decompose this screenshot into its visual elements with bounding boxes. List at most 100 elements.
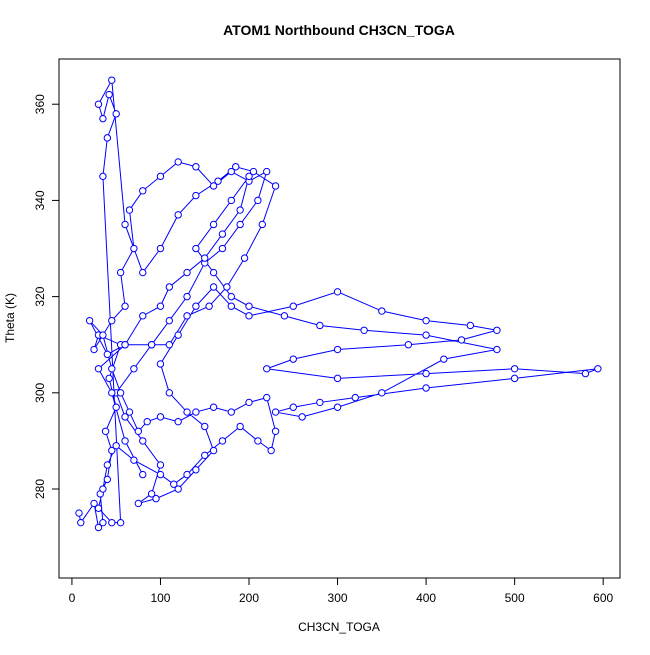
- data-point: [258, 220, 266, 229]
- data-point: [134, 499, 143, 508]
- data-point: [130, 244, 138, 253]
- data-point: [192, 408, 200, 416]
- data-point: [94, 100, 103, 108]
- data-point: [99, 331, 107, 339]
- data-point: [139, 268, 147, 277]
- data-point: [254, 196, 262, 205]
- data-point: [103, 461, 112, 469]
- data-point: [209, 220, 218, 229]
- data-point: [223, 283, 231, 291]
- data-point: [209, 268, 218, 277]
- data-point: [183, 268, 191, 277]
- data-point: [249, 167, 258, 176]
- data-point: [316, 321, 324, 330]
- data-point: [75, 509, 83, 517]
- data-point: [139, 437, 147, 445]
- data-point: [105, 374, 113, 383]
- data-point: [174, 485, 182, 493]
- data-point: [108, 389, 116, 397]
- data-point: [263, 365, 271, 373]
- data-point: [333, 374, 342, 383]
- data-point: [147, 341, 156, 349]
- data-point: [333, 345, 342, 354]
- data-point: [493, 345, 501, 354]
- data-point: [121, 341, 129, 349]
- data-point: [271, 182, 280, 190]
- data-point: [333, 403, 342, 411]
- data-point: [236, 422, 244, 431]
- data-point: [134, 427, 143, 435]
- data-point: [232, 163, 240, 171]
- data-point: [218, 437, 227, 445]
- data-point: [139, 312, 147, 320]
- data-point: [108, 446, 116, 455]
- data-point: [108, 76, 116, 84]
- data-point: [121, 413, 129, 421]
- data-point: [121, 302, 129, 310]
- data-point: [289, 302, 297, 310]
- data-point: [466, 321, 475, 330]
- data-point: [183, 312, 191, 320]
- data-point: [218, 230, 227, 238]
- data-point: [77, 518, 85, 527]
- data-point: [108, 365, 116, 373]
- data-point: [298, 413, 306, 421]
- data-point: [333, 288, 342, 296]
- data-point: [422, 331, 430, 339]
- data-point: [351, 393, 359, 402]
- data-point: [236, 220, 244, 229]
- data-point: [99, 172, 107, 181]
- data-point: [271, 427, 280, 435]
- data-point: [165, 316, 174, 325]
- data-point: [165, 341, 174, 349]
- data-point: [121, 437, 129, 445]
- plot-frame: [58, 58, 621, 579]
- data-point: [174, 211, 182, 219]
- data-point: [209, 182, 218, 190]
- data-point: [440, 355, 448, 363]
- data-point: [90, 499, 98, 508]
- x-tick-label: 300: [328, 591, 348, 605]
- data-point: [201, 422, 209, 431]
- y-axis-label: Theta (K): [3, 293, 17, 343]
- data-point: [457, 336, 466, 344]
- data-point: [209, 283, 218, 291]
- data-point: [116, 389, 125, 397]
- data-point: [245, 398, 253, 407]
- data-point: [289, 403, 297, 411]
- data-point: [125, 206, 134, 214]
- x-tick-label: 600: [593, 591, 613, 605]
- data-point: [101, 427, 110, 435]
- data-point: [170, 480, 178, 488]
- data-point: [112, 442, 120, 450]
- data-point: [174, 417, 182, 426]
- data-point: [263, 393, 271, 402]
- y-tick-label: 360: [33, 94, 47, 114]
- data-point: [174, 331, 182, 339]
- data-point: [236, 206, 244, 214]
- data-point: [209, 403, 218, 411]
- data-point: [422, 369, 430, 378]
- data-point: [510, 365, 519, 373]
- y-tick-label: 300: [33, 382, 47, 402]
- data-point: [94, 523, 103, 532]
- x-tick-label: 500: [505, 591, 525, 605]
- x-axis-label: CH3CN_TOGA: [298, 620, 380, 634]
- data-point: [201, 451, 209, 460]
- data-point: [218, 244, 227, 253]
- data-point: [183, 470, 191, 479]
- data-point: [183, 408, 191, 416]
- data-point: [116, 518, 125, 527]
- data-point: [245, 172, 253, 181]
- data-point: [152, 494, 160, 503]
- data-point: [227, 408, 236, 416]
- data-point: [103, 350, 112, 359]
- data-point: [422, 316, 430, 325]
- data-point: [139, 470, 147, 479]
- data-point: [227, 196, 236, 205]
- x-tick-label: 200: [239, 591, 259, 605]
- data-point: [183, 292, 191, 301]
- data-point: [156, 172, 165, 181]
- data-point: [378, 307, 386, 315]
